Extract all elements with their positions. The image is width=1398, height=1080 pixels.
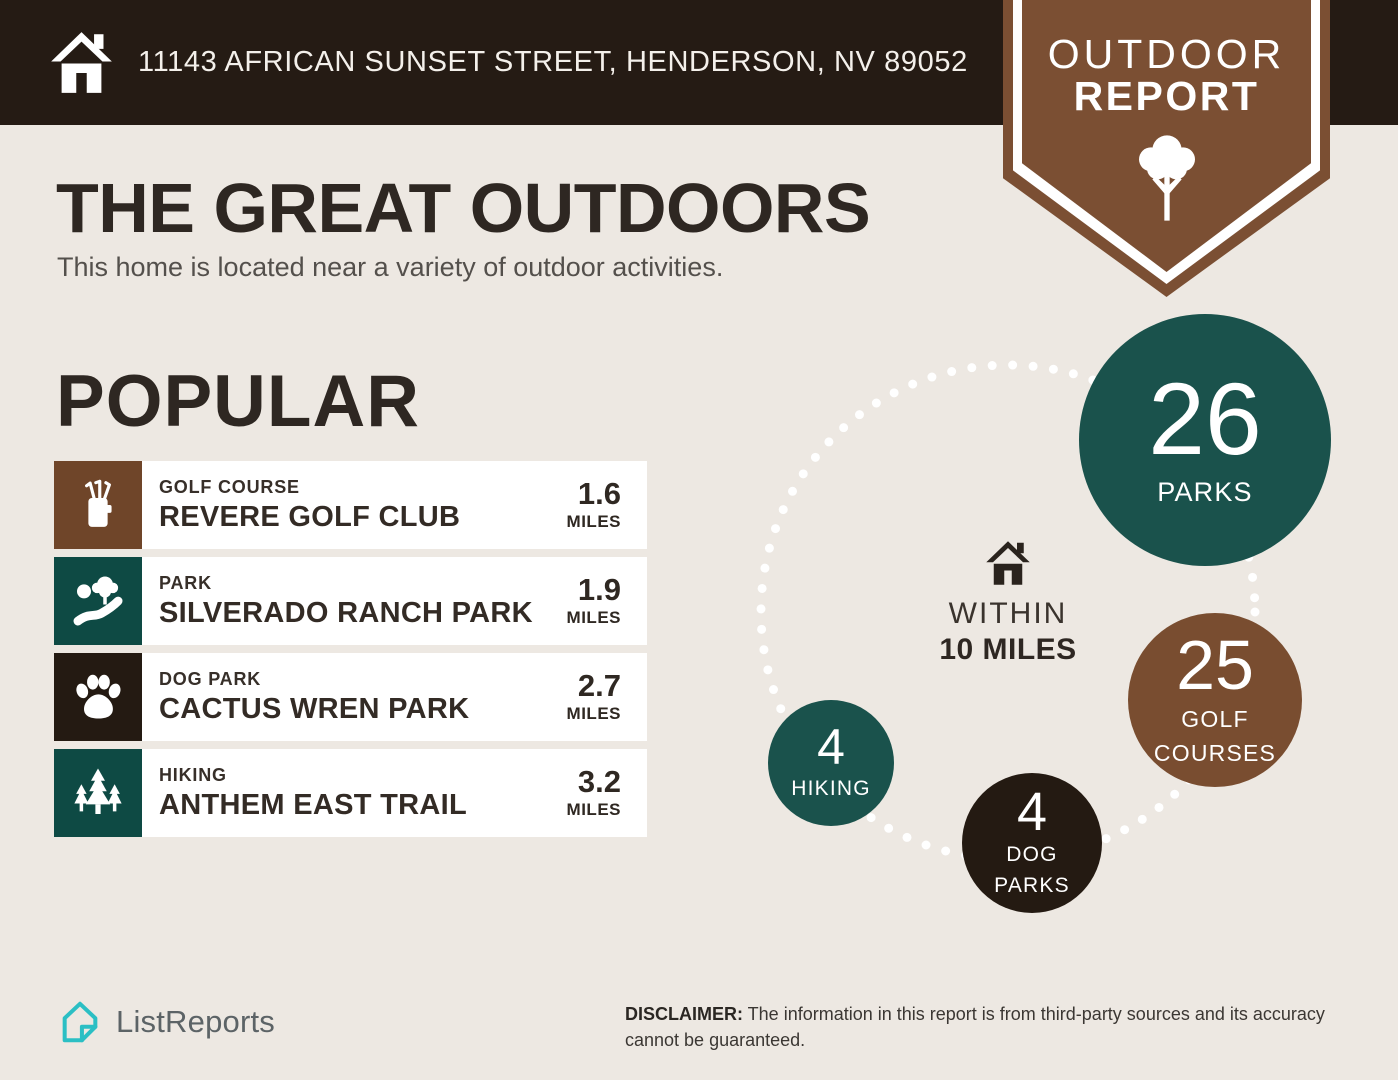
outdoor-report-badge: OUTDOOR REPORT: [1003, 0, 1330, 297]
poi-distance: 1.9: [577, 572, 621, 607]
poi-name: REVERE GOLF CLUB: [159, 500, 461, 533]
poi-name: SILVERADO RANCH PARK: [159, 596, 533, 629]
paw-icon: [54, 653, 142, 741]
poi-category: DOG PARK: [159, 668, 262, 689]
page-subtitle: This home is located near a variety of o…: [57, 252, 724, 282]
hiking-count-bubble: 4 HIKING: [768, 700, 894, 826]
golf-bag-icon: [54, 461, 142, 549]
park-tree-icon: [54, 557, 142, 645]
hiking-label: HIKING: [791, 776, 871, 800]
golf-courses-label-line2: COURSES: [1153, 740, 1277, 767]
poi-distance: 3.2: [577, 764, 621, 799]
poi-category: HIKING: [159, 764, 227, 785]
within-distance: 10 MILES: [939, 633, 1077, 666]
golf-courses-label-line1: GOLF: [1181, 705, 1249, 732]
poi-name: ANTHEM EAST TRAIL: [159, 788, 467, 821]
brand-name: ListReports: [116, 1004, 275, 1039]
golf-courses-count-bubble: 25 GOLF COURSES: [1128, 613, 1302, 787]
poi-distance-unit: MILES: [566, 704, 621, 723]
list-item-dog-park: DOG PARK CACTUS WREN PARK 2.7 MILES: [54, 653, 647, 741]
poi-distance: 1.6: [577, 476, 621, 511]
parks-count: 26: [1148, 361, 1262, 476]
poi-category: GOLF COURSE: [159, 476, 300, 497]
poi-distance-unit: MILES: [566, 608, 621, 627]
disclaimer-text: The information in this report is from t…: [625, 1004, 1325, 1051]
home-icon: [986, 541, 1030, 585]
poi-distance-unit: MILES: [566, 512, 621, 531]
listreports-logo: ListReports: [57, 998, 275, 1046]
golf-courses-count: 25: [1176, 626, 1254, 704]
dog-parks-label-line1: DOG: [1006, 843, 1058, 867]
list-item-golf-course: GOLF COURSE REVERE GOLF CLUB 1.6 MILES: [54, 461, 647, 549]
disclaimer: DISCLAIMER: The information in this repo…: [625, 1001, 1347, 1053]
property-address: 11143 AFRICAN SUNSET STREET, HENDERSON, …: [138, 46, 968, 78]
badge-title-line2: REPORT: [1073, 73, 1260, 119]
hiking-count: 4: [817, 719, 845, 776]
disclaimer-label: DISCLAIMER:: [625, 1004, 743, 1024]
tree-icon: [1138, 135, 1195, 221]
poi-distance: 2.7: [577, 668, 621, 703]
poi-name: CACTUS WREN PARK: [159, 692, 470, 725]
parks-label: PARKS: [1157, 476, 1253, 507]
popular-heading: POPULAR: [56, 361, 420, 442]
dog-parks-count: 4: [1016, 782, 1048, 843]
poi-category: PARK: [159, 572, 212, 593]
badge-title-line1: OUTDOOR: [1047, 31, 1286, 77]
radius-center-label: WITHIN 10 MILES: [908, 539, 1108, 667]
house-icon: [51, 32, 112, 93]
list-item-hiking: HIKING ANTHEM EAST TRAIL 3.2 MILES: [54, 749, 647, 837]
within-label: WITHIN: [948, 597, 1068, 630]
list-item-park: PARK SILVERADO RANCH PARK 1.9 MILES: [54, 557, 647, 645]
dog-parks-count-bubble: 4 DOG PARKS: [962, 773, 1102, 913]
listreports-house-icon: [62, 1001, 98, 1043]
pine-trees-icon: [54, 749, 142, 837]
dog-parks-label-line2: PARKS: [994, 873, 1070, 897]
page-title: THE GREAT OUTDOORS: [56, 169, 871, 247]
parks-count-bubble: 26 PARKS: [1079, 314, 1331, 566]
poi-distance-unit: MILES: [566, 800, 621, 819]
